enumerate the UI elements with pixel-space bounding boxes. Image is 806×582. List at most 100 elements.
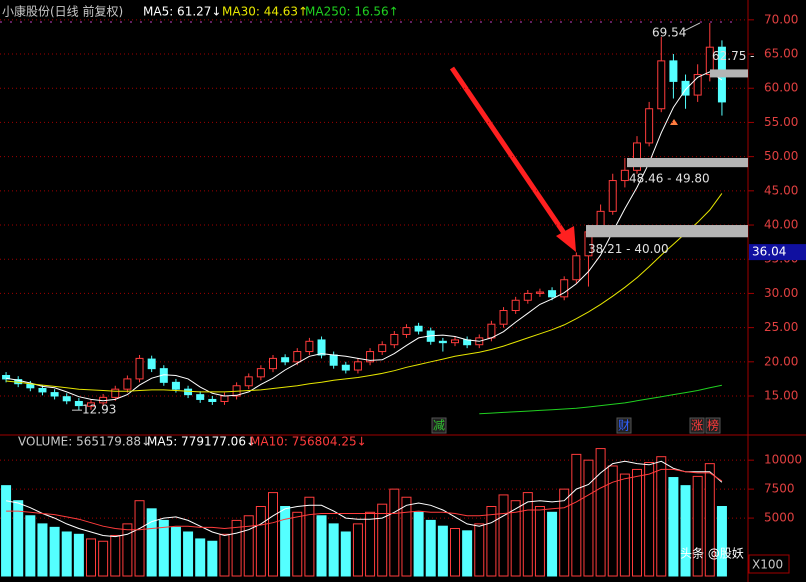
volume-bar: [571, 453, 582, 577]
y-tick-label: 65.00: [764, 47, 798, 61]
volume-bar: [716, 506, 727, 577]
candle-body: [147, 358, 156, 370]
candle-body: [87, 402, 95, 407]
candle-body: [135, 357, 144, 380]
event-box: [689, 417, 705, 434]
event-box: [705, 417, 721, 434]
volume-bar: [607, 465, 618, 577]
candle-body: [2, 374, 11, 380]
volume-bar: [559, 488, 570, 577]
volume-bar: [668, 477, 679, 577]
volume-bar: [692, 475, 703, 577]
candle-body: [560, 279, 569, 298]
zone-label: 38.21 - 40.00: [588, 242, 669, 256]
arrow-head: [556, 226, 576, 252]
candle-body: [341, 364, 350, 371]
candle-body: [681, 80, 690, 96]
candle-body: [317, 339, 326, 356]
volume-bar: [413, 511, 424, 577]
volume-bar: [110, 534, 121, 577]
volume-bar: [547, 511, 558, 577]
candle-body: [256, 368, 265, 378]
volume-bar: [462, 530, 473, 577]
watermark: 头条 @股妖: [680, 547, 744, 561]
volume-bar: [522, 492, 533, 577]
volume-bar: [510, 500, 521, 577]
candle-body: [693, 74, 702, 96]
volume-bar: [219, 533, 230, 577]
volume-bar: [377, 503, 388, 577]
volume-bar: [122, 523, 133, 577]
volume-bar: [98, 540, 109, 577]
candle-body: [451, 339, 459, 344]
volume-bar: [73, 533, 84, 577]
annotation: 12.93: [82, 403, 116, 417]
candle-body: [511, 299, 520, 312]
volume-bar: [583, 459, 594, 577]
volume-bar: [158, 519, 169, 577]
volume-bar: [268, 492, 278, 577]
candle-body: [378, 344, 387, 353]
volume-bar: [280, 506, 291, 577]
candle-body: [620, 169, 629, 182]
volume-bar: [704, 463, 715, 577]
annotation-leader: [683, 22, 701, 32]
zone-band: [710, 69, 748, 78]
candle-body: [705, 46, 714, 76]
volume-bar: [170, 526, 181, 577]
y-tick-label: 70.00: [764, 12, 798, 26]
candle-body: [548, 290, 557, 298]
legend-entry: MA30: 44.63↑: [222, 5, 308, 19]
volume-bar: [595, 448, 606, 577]
legend-entry: MA5: 779177.06↓: [147, 435, 256, 449]
zone-band: [586, 225, 748, 238]
volume-bar: [486, 506, 497, 577]
volume-bar: [425, 519, 436, 577]
candle-body: [26, 383, 35, 389]
volume-bar: [389, 488, 400, 577]
candle-body: [184, 388, 193, 396]
unit-box: [748, 554, 790, 574]
volume-bar: [498, 494, 509, 577]
candle-body: [608, 180, 617, 212]
ma-line: [6, 193, 723, 393]
candle-body: [281, 357, 290, 363]
candle-body: [645, 108, 654, 144]
volume-bar: [328, 523, 339, 577]
zone-label: 62.75 -: [712, 49, 755, 63]
candle-body: [657, 60, 666, 110]
y-tick-label: 45.00: [764, 183, 798, 197]
candle-body: [62, 396, 71, 402]
legend-entry: MA250: 16.56↑: [305, 5, 399, 19]
event-label: 涨: [691, 418, 703, 433]
event-label: 财: [618, 419, 630, 433]
y-tick-label: 60.00: [764, 81, 798, 95]
zone-label: 48.46 - 49.80: [629, 172, 710, 186]
y-tick-label: 7500: [764, 482, 795, 496]
volume-bar: [1, 485, 12, 577]
volume-bar: [304, 496, 315, 577]
candle-body: [499, 310, 508, 325]
volume-bar: [86, 538, 96, 577]
volume-bar: [352, 523, 363, 577]
y-tick-label: 20.00: [764, 354, 798, 368]
arrow: [449, 66, 576, 252]
candle-body: [196, 394, 205, 400]
candle-body: [111, 388, 120, 398]
volume-title: VOLUME: 565179.88↓: [18, 435, 151, 449]
volume-bar: [644, 461, 655, 577]
volume-bar: [25, 515, 36, 577]
candle-body: [535, 291, 544, 294]
y-tick-label: 5000: [764, 511, 795, 525]
ma-line: [6, 460, 723, 538]
volume-bar: [49, 526, 60, 577]
chart-title: 小康股份(日线 前复权): [2, 4, 123, 19]
volume-bar: [292, 511, 303, 577]
price-tag: [749, 244, 806, 261]
candle-body: [269, 357, 277, 370]
event-box: [431, 417, 447, 434]
ma-line: [6, 468, 723, 531]
volume-bar: [680, 485, 691, 577]
candle-body: [208, 398, 217, 402]
y-tick-label: 50.00: [764, 149, 798, 163]
